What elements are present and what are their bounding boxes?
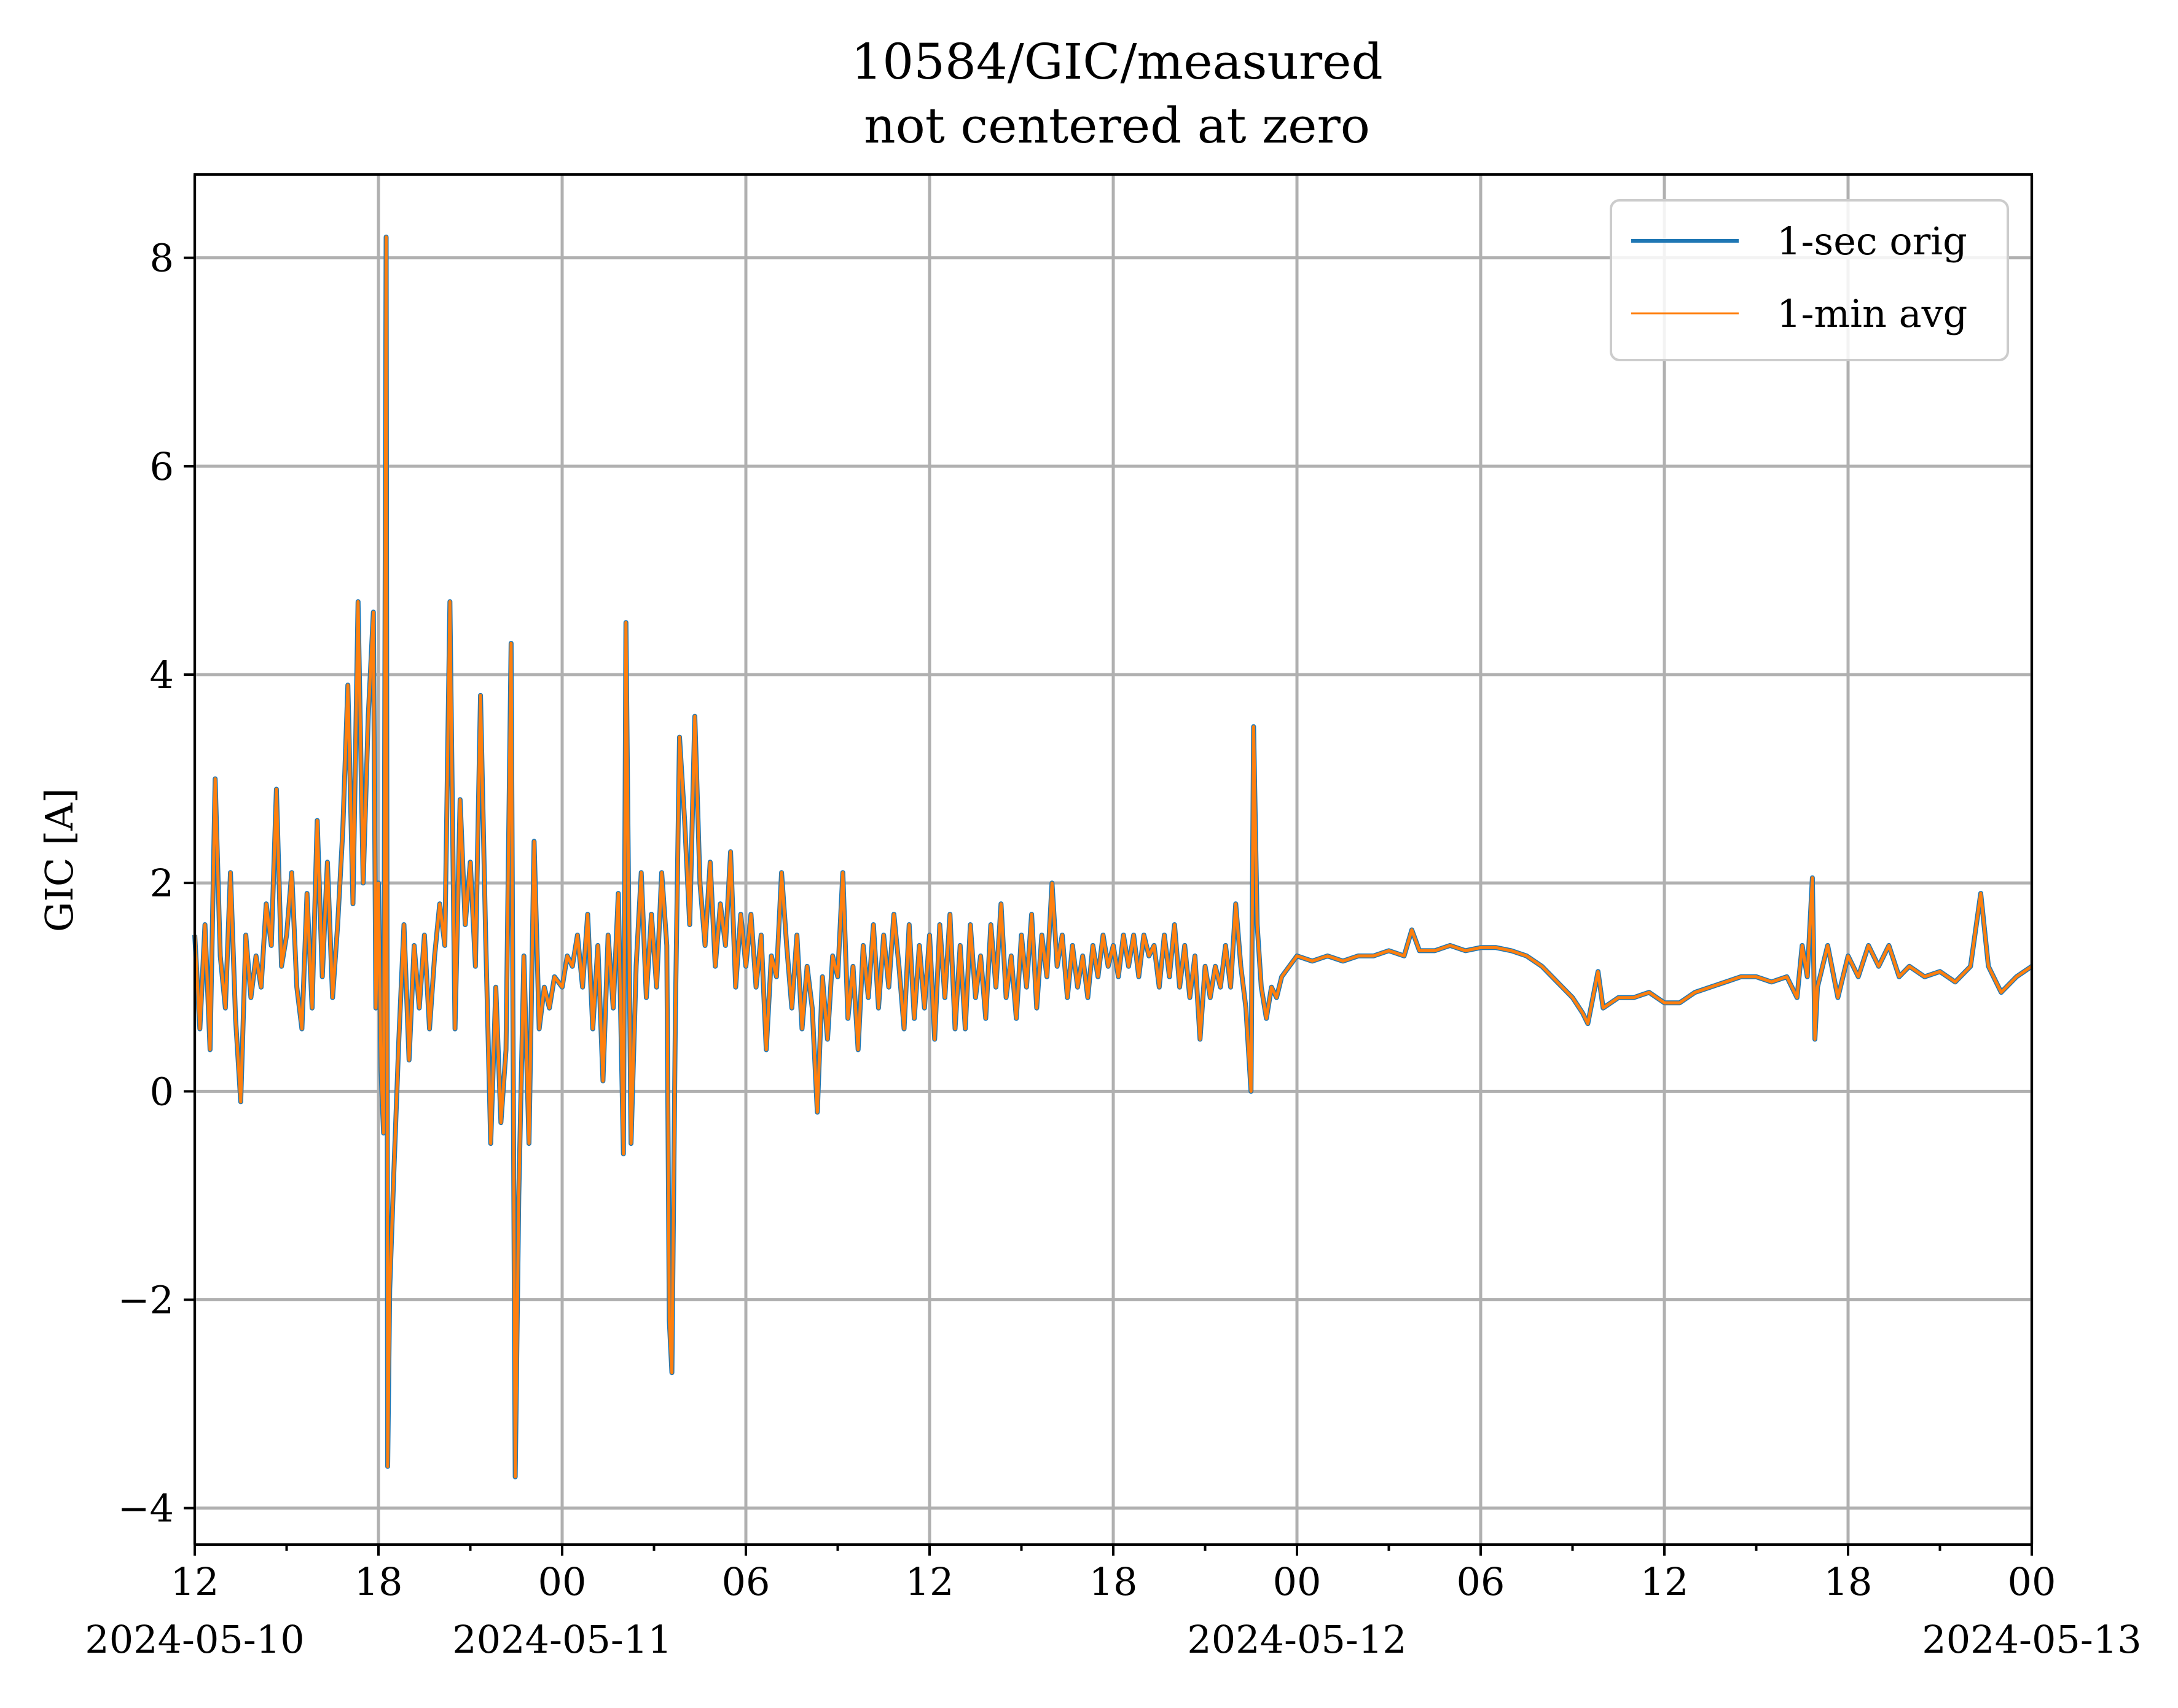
y-tick-label: 2 <box>150 861 174 906</box>
grid <box>193 174 2034 1545</box>
x-tick-label: 06 <box>1457 1559 1505 1604</box>
axis-ticks: 8 6 4 2 0 −2 −4 12 2024-05-10 18 00 2024-05-11 06 12 1… <box>85 236 2141 1662</box>
y-tick-label: 4 <box>150 652 174 697</box>
legend-label-1-min-avg: 1-min avg <box>1777 291 1967 336</box>
y-tick-label: 0 <box>150 1069 174 1114</box>
chart-title-line2: not centered at zero <box>864 97 1370 154</box>
x-tick-label: 12 <box>1640 1559 1689 1604</box>
x-tick-label: 12 <box>171 1559 219 1604</box>
x-tick-label: 18 <box>355 1559 403 1604</box>
x-tick-date-label: 2024-05-10 <box>85 1617 304 1662</box>
x-tick-date-label: 2024-05-13 <box>1922 1617 2141 1662</box>
chart-title-line1: 10584/GIC/measured <box>851 33 1382 90</box>
y-axis-label: GIC [A] <box>37 788 82 932</box>
x-tick-label: 00 <box>2008 1559 2056 1604</box>
plot-series <box>192 234 2034 1479</box>
plot-frame <box>194 173 2033 1546</box>
x-tick-label: 12 <box>906 1559 954 1604</box>
x-tick-label: 00 <box>1273 1559 1322 1604</box>
legend: 1-sec orig 1-min avg <box>1610 199 2009 361</box>
y-tick-label: −4 <box>118 1486 174 1531</box>
x-tick-label: 00 <box>538 1559 587 1604</box>
x-tick-date-label: 2024-05-12 <box>1187 1617 1406 1662</box>
x-tick-date-label: 2024-05-11 <box>452 1617 672 1662</box>
y-tick-label: 6 <box>150 444 174 489</box>
x-tick-label: 18 <box>1089 1559 1138 1604</box>
y-tick-label: −2 <box>118 1277 174 1322</box>
y-tick-label: 8 <box>150 236 174 281</box>
series-line-1-min-avg <box>193 235 2033 1479</box>
x-tick-label: 18 <box>1824 1559 1873 1604</box>
legend-label-1-sec-orig: 1-sec orig <box>1777 219 1967 264</box>
x-tick-label: 06 <box>722 1559 770 1604</box>
